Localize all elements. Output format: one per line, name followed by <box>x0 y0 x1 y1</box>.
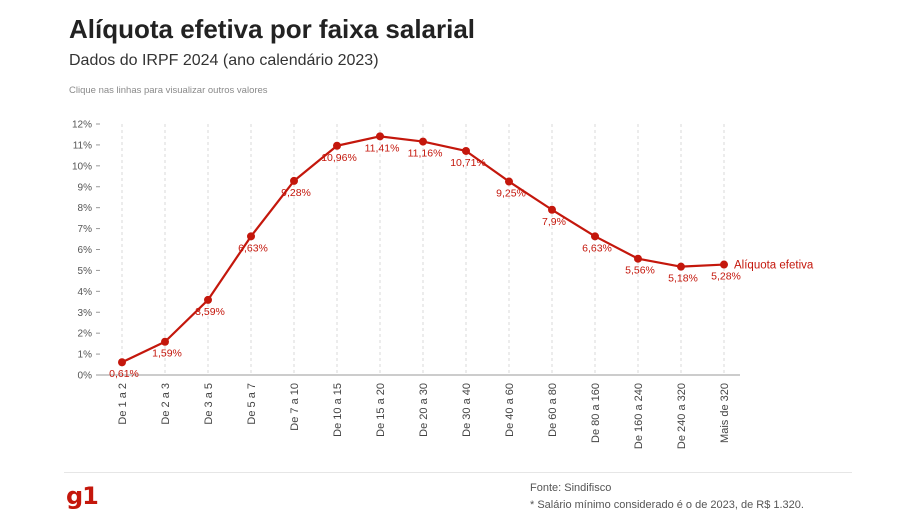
data-label: 5,56% <box>625 265 655 277</box>
source-note: Fonte: Sindifisco <box>530 482 612 494</box>
data-point <box>247 232 255 241</box>
footnote: * Salário mínimo considerado é o de 2023… <box>530 499 804 511</box>
x-tick-label: De 2 a 3 <box>160 383 172 425</box>
data-point <box>720 260 728 269</box>
x-tick-label: De 80 a 160 <box>590 383 602 443</box>
data-label: 9,25% <box>496 188 526 200</box>
x-tick-label: De 240 a 320 <box>676 383 688 449</box>
x-tick-label: De 15 a 20 <box>375 383 387 437</box>
data-label: 6,63% <box>238 242 268 254</box>
data-point <box>333 141 341 150</box>
data-label: 1,59% <box>152 348 182 360</box>
y-tick-label: 9% <box>78 182 93 193</box>
data-point <box>591 232 599 241</box>
x-tick-label: Mais de 320 <box>719 383 731 443</box>
series-name-label: Alíquota efetiva <box>734 260 814 272</box>
data-point <box>204 295 212 304</box>
x-tick-label: De 20 a 30 <box>418 383 430 437</box>
line-chart: 0% 1% 2% 3% 4% 5% 6% 7% 8% 9% 10% 11% 12% De 1 a 2 De … <box>72 120 814 450</box>
x-tick-label: De 10 a 15 <box>332 383 344 437</box>
data-point <box>161 337 169 346</box>
chart-title: Alíquota efetiva por faixa salarial <box>69 14 476 44</box>
y-tick-label: 2% <box>78 329 93 340</box>
data-label: 3,59% <box>195 306 225 318</box>
x-tick-label: De 7 a 10 <box>289 383 301 431</box>
data-label: 5,28% <box>711 271 741 283</box>
chart-subtitle: Dados do IRPF 2024 (ano calendário 2023) <box>69 52 379 69</box>
data-point <box>290 176 298 185</box>
data-label: 11,41% <box>365 142 400 154</box>
data-point <box>462 146 470 155</box>
y-tick-label: 3% <box>78 308 93 319</box>
y-tick-label: 7% <box>78 224 93 235</box>
x-tick-label: De 3 a 5 <box>203 383 215 425</box>
data-label: 10,96% <box>321 152 357 164</box>
data-label: 10,71% <box>450 157 486 169</box>
data-point <box>376 132 384 141</box>
y-tick-label: 11% <box>73 140 92 151</box>
x-tick-label: De 40 a 60 <box>504 383 516 437</box>
x-tick-label: De 30 a 40 <box>461 383 473 437</box>
y-tick-label: 10% <box>72 161 92 172</box>
data-label: 9,28% <box>281 187 311 199</box>
chart-hint: Clique nas linhas para visualizar outros… <box>69 85 268 96</box>
footer-divider <box>64 472 852 473</box>
y-tick-label: 6% <box>78 245 93 256</box>
y-tick-label: 8% <box>78 203 93 214</box>
data-point <box>634 254 642 263</box>
y-tick-label: 4% <box>78 287 93 298</box>
g1-logo[interactable]: g1 <box>66 482 99 510</box>
data-point <box>419 137 427 146</box>
y-tick-label: 1% <box>78 350 93 361</box>
data-point <box>505 177 513 186</box>
y-tick-label: 12% <box>72 120 92 131</box>
x-tick-label: De 1 a 2 <box>117 383 129 425</box>
data-label: 7,9% <box>542 216 566 228</box>
data-point <box>118 358 126 367</box>
x-tick-label: De 160 a 240 <box>633 383 645 449</box>
x-tick-label: De 60 a 80 <box>547 383 559 437</box>
data-label: 6,63% <box>582 242 612 254</box>
data-label: 5,18% <box>668 273 698 285</box>
data-point <box>677 262 685 271</box>
y-tick-label: 5% <box>78 266 93 277</box>
x-tick-label: De 5 a 7 <box>246 383 258 425</box>
data-point <box>548 205 556 214</box>
data-label: 0,61% <box>109 368 139 380</box>
y-tick-label: 0% <box>78 371 93 382</box>
data-label: 11,16% <box>408 148 443 160</box>
